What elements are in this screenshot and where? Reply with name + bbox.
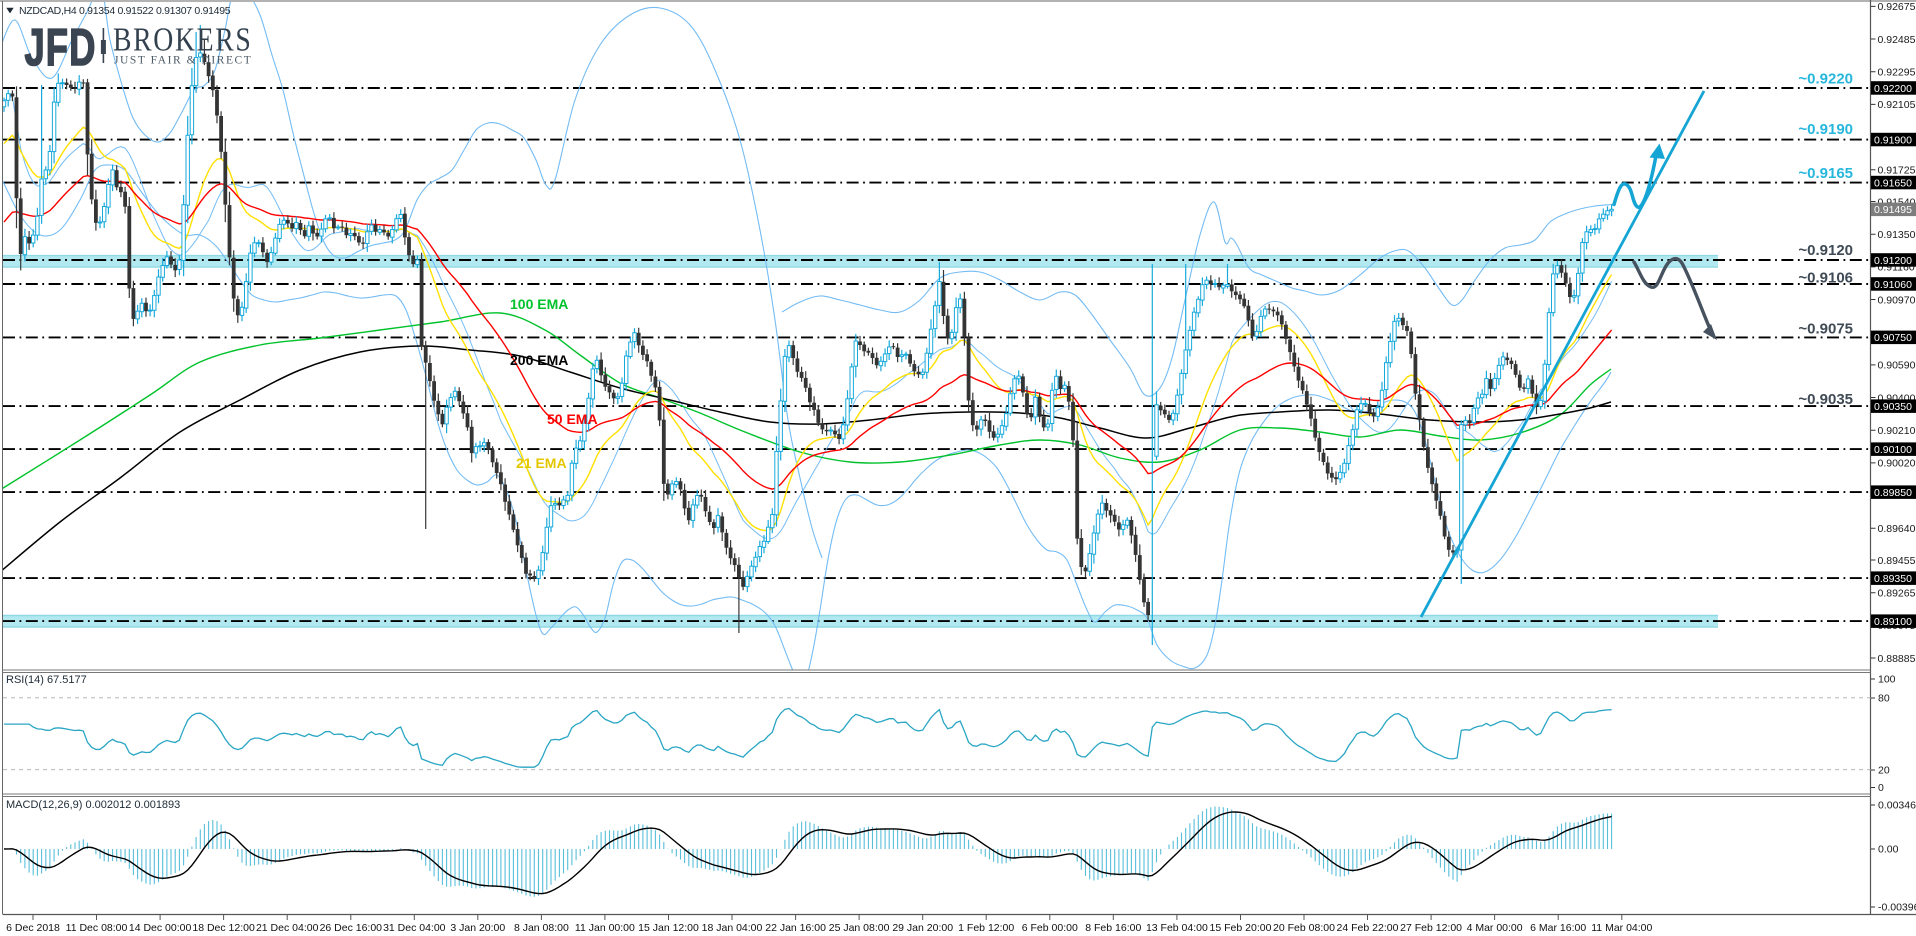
svg-text:4 Mar 00:00: 4 Mar 00:00	[1467, 922, 1523, 934]
svg-text:0.91350: 0.91350	[1878, 229, 1916, 241]
svg-text:0.00: 0.00	[1878, 844, 1899, 856]
svg-text:20 Feb 08:00: 20 Feb 08:00	[1273, 922, 1335, 934]
svg-text:0.91725: 0.91725	[1878, 165, 1916, 177]
svg-text:0.90020: 0.90020	[1878, 458, 1916, 470]
svg-text:0.90100: 0.90100	[1874, 444, 1912, 456]
svg-text:26 Dec 16:00: 26 Dec 16:00	[320, 922, 383, 934]
svg-text:8 Jan 08:00: 8 Jan 08:00	[514, 922, 569, 934]
svg-text:0.003466: 0.003466	[1878, 800, 1916, 812]
svg-text:22 Jan 16:00: 22 Jan 16:00	[765, 922, 826, 934]
svg-text:~0.9120: ~0.9120	[1798, 242, 1853, 259]
svg-text:6 Dec 2018: 6 Dec 2018	[6, 922, 60, 934]
svg-text:~0.9075: ~0.9075	[1798, 321, 1853, 338]
svg-text:0.92295: 0.92295	[1878, 67, 1916, 79]
svg-text:6 Feb 00:00: 6 Feb 00:00	[1022, 922, 1078, 934]
svg-text:21 Dec 04:00: 21 Dec 04:00	[256, 922, 319, 934]
svg-text:NZDCAD,H4 0.91354 0.91522 0.9: NZDCAD,H4 0.91354 0.91522 0.91307 0.9149…	[19, 5, 231, 17]
svg-text:0.88885: 0.88885	[1878, 653, 1916, 665]
svg-text:JUST FAIR & DIRECT: JUST FAIR & DIRECT	[114, 55, 252, 67]
svg-text:JFD: JFD	[25, 17, 97, 76]
svg-text:11 Jan 00:00: 11 Jan 00:00	[575, 922, 635, 934]
svg-text:0.90210: 0.90210	[1878, 425, 1916, 437]
svg-text:0: 0	[1878, 782, 1884, 794]
svg-text:6 Mar 16:00: 6 Mar 16:00	[1530, 922, 1586, 934]
svg-text:0.91200: 0.91200	[1874, 255, 1912, 267]
svg-text:RSI(14) 67.5177: RSI(14) 67.5177	[6, 674, 87, 686]
svg-text:~0.9035: ~0.9035	[1798, 391, 1853, 408]
svg-text:BROKERS: BROKERS	[113, 21, 253, 58]
svg-text:50 EMA: 50 EMA	[547, 411, 598, 427]
svg-text:0.92200: 0.92200	[1874, 83, 1912, 95]
svg-text:24 Feb 22:00: 24 Feb 22:00	[1337, 922, 1399, 934]
svg-text:~0.9106: ~0.9106	[1798, 270, 1853, 287]
svg-text:0.89100: 0.89100	[1874, 616, 1912, 628]
svg-text:0.92105: 0.92105	[1878, 99, 1916, 111]
svg-text:100: 100	[1878, 674, 1896, 686]
svg-text:MACD(12,26,9) 0.002012 0.00189: MACD(12,26,9) 0.002012 0.001893	[6, 799, 180, 811]
svg-text:11 Dec 08:00: 11 Dec 08:00	[66, 922, 128, 934]
svg-text:0.89455: 0.89455	[1878, 555, 1916, 567]
svg-text:0.89850: 0.89850	[1874, 487, 1912, 499]
svg-text:15 Jan 12:00: 15 Jan 12:00	[638, 922, 699, 934]
svg-text:~0.9165: ~0.9165	[1798, 165, 1853, 182]
svg-text:0.90350: 0.90350	[1874, 401, 1912, 413]
svg-text:0.89640: 0.89640	[1878, 523, 1916, 535]
svg-text:31 Dec 04:00: 31 Dec 04:00	[383, 922, 446, 934]
svg-text:14 Dec 00:00: 14 Dec 00:00	[129, 922, 192, 934]
svg-text:0.92485: 0.92485	[1878, 34, 1916, 46]
svg-text:27 Feb 12:00: 27 Feb 12:00	[1400, 922, 1462, 934]
svg-text:200 EMA: 200 EMA	[510, 352, 568, 368]
svg-text:0.90590: 0.90590	[1878, 360, 1916, 372]
svg-text:11 Mar 04:00: 11 Mar 04:00	[1591, 922, 1652, 934]
svg-text:0.89350: 0.89350	[1874, 573, 1912, 585]
svg-text:-0.003969: -0.003969	[1878, 902, 1916, 914]
svg-text:13 Feb 04:00: 13 Feb 04:00	[1146, 922, 1208, 934]
svg-text:0.92675: 0.92675	[1878, 1, 1916, 13]
svg-text:18 Dec 12:00: 18 Dec 12:00	[192, 922, 255, 934]
svg-text:0.89265: 0.89265	[1878, 588, 1916, 600]
svg-text:25 Jan 08:00: 25 Jan 08:00	[829, 922, 890, 934]
svg-text:29 Jan 20:00: 29 Jan 20:00	[892, 922, 953, 934]
svg-text:0.91900: 0.91900	[1874, 134, 1912, 146]
svg-text:8 Feb 16:00: 8 Feb 16:00	[1085, 922, 1141, 934]
svg-text:3 Jan 20:00: 3 Jan 20:00	[450, 922, 505, 934]
svg-text:20: 20	[1878, 765, 1890, 777]
svg-text:1 Feb 12:00: 1 Feb 12:00	[958, 922, 1014, 934]
svg-text:0.91060: 0.91060	[1874, 279, 1912, 291]
svg-text:0.90970: 0.90970	[1878, 294, 1916, 306]
svg-text:80: 80	[1878, 693, 1890, 705]
svg-text:~0.9190: ~0.9190	[1798, 121, 1853, 138]
svg-text:~0.9220: ~0.9220	[1798, 71, 1853, 88]
svg-text:100 EMA: 100 EMA	[510, 296, 568, 312]
svg-text:21 EMA: 21 EMA	[516, 455, 567, 471]
svg-text:0.91495: 0.91495	[1874, 204, 1912, 216]
svg-text:18 Jan 04:00: 18 Jan 04:00	[702, 922, 763, 934]
svg-text:0.90750: 0.90750	[1874, 332, 1912, 344]
svg-text:0.91650: 0.91650	[1874, 177, 1912, 189]
svg-text:15 Feb 20:00: 15 Feb 20:00	[1210, 922, 1272, 934]
